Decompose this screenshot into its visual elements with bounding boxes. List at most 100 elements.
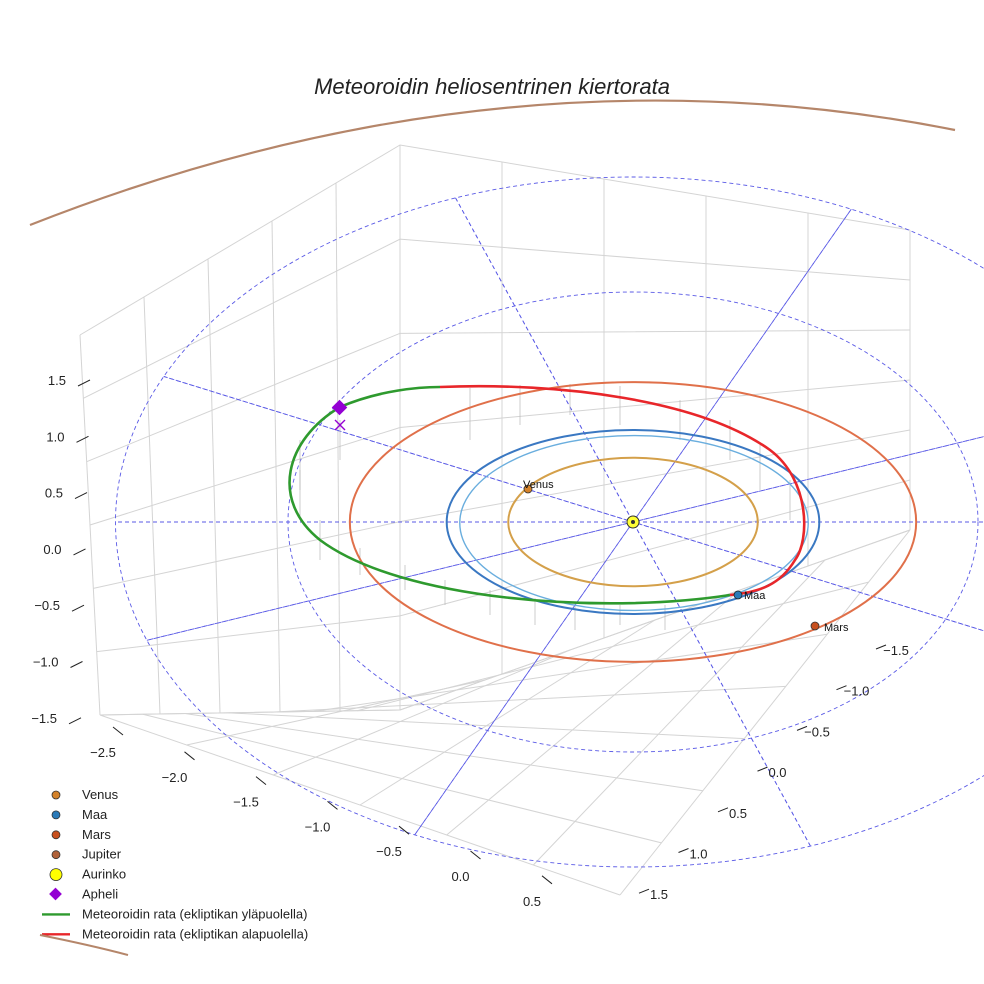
legend: Venus Maa Mars Jupiter Aurinko Apheli Meteoroi…	[39, 787, 308, 956]
grid-line	[99, 709, 401, 716]
grid-line	[79, 144, 911, 336]
legend-label: Meteoroidin rata (ekliptikan yläpuolella…	[82, 906, 307, 921]
x-tick-mark	[255, 776, 267, 785]
legend-label: Jupiter	[82, 847, 122, 862]
x-tick-mark	[327, 801, 338, 810]
legend-label: Mars	[82, 827, 111, 842]
y-tick-mark	[875, 644, 887, 650]
z-tick-mark	[77, 379, 91, 387]
legend-item: Meteoroidin rata (ekliptikan yläpuolella…	[42, 906, 307, 921]
orbit-mars	[348, 381, 918, 663]
mars-marker	[810, 621, 820, 631]
grid-line	[89, 379, 911, 526]
orbit-maa	[445, 429, 821, 615]
z-tick-mark	[76, 435, 89, 443]
axes: 1.5 1.0 0.5 0.0 −0.5 −1.0 −1.5 −2.5 −2.0 −1.5 −1.0…	[31, 373, 909, 909]
y-tick-label: 0.5	[729, 806, 747, 821]
z-tick-label: −1.5	[31, 711, 57, 726]
x-tick-mark	[470, 850, 481, 860]
y-tick-mark	[836, 685, 847, 691]
legend-item: Jupiter	[51, 847, 122, 862]
maa-label: Maa	[744, 590, 766, 602]
x-tick-label: 0.0	[451, 869, 469, 884]
legend-diamond	[49, 887, 62, 901]
y-tick-label: −1.0	[844, 684, 870, 699]
ecliptic-reference	[115, 176, 984, 868]
grid-line	[83, 238, 911, 399]
x-tick-mark	[112, 726, 124, 736]
mars-label: Mars	[824, 622, 849, 634]
legend-item: Venus	[51, 787, 119, 802]
apheli-marker	[331, 399, 348, 416]
y-tick-mark	[717, 807, 729, 813]
legend-label: Maa	[82, 807, 108, 822]
z-tick-label: −0.5	[34, 598, 60, 613]
y-tick-label: −0.5	[804, 724, 830, 739]
legend-label: Meteoroidin rata (ekliptikan alapuolella…	[82, 926, 308, 941]
venus-marker	[523, 484, 533, 494]
legend-label: Venus	[82, 787, 119, 802]
legend-item: Mars	[51, 827, 111, 842]
z-tick-mark	[74, 492, 88, 500]
legend-item: Meteoroidin rata (ekliptikan alapuolella…	[42, 926, 308, 941]
y-tick-mark	[757, 766, 768, 772]
meteoroid-orbit-above	[288, 385, 731, 605]
z-tick-label: 0.0	[43, 542, 61, 557]
meteoroid-orbit-below	[439, 384, 806, 597]
grid-line	[86, 329, 911, 463]
orbit-jupiter-tail	[39, 934, 129, 956]
y-tick-label: 1.5	[650, 887, 668, 902]
z-tick-mark	[70, 661, 83, 668]
z-tick-mark	[73, 548, 86, 556]
z-tick-label: −1.0	[33, 655, 59, 670]
y-tick-mark	[638, 888, 650, 894]
z-tick-label: 1.5	[48, 373, 66, 388]
x-tick-label: −2.0	[162, 770, 188, 785]
x-tick-label: −0.5	[376, 844, 402, 859]
legend-marker	[51, 790, 61, 800]
z-tick-label: 1.0	[46, 429, 64, 444]
y-tick-label: 1.0	[689, 847, 707, 862]
x-tick-label: −1.5	[233, 795, 259, 810]
legend-label: Aurinko	[82, 867, 126, 882]
x-tick-label: 0.5	[523, 894, 541, 909]
legend-marker	[49, 868, 63, 881]
legend-item: Aurinko	[49, 867, 126, 882]
apheli-projection	[334, 419, 346, 431]
grid-line	[619, 529, 911, 896]
orbit-jupiter	[29, 99, 956, 227]
x-tick-label: −1.0	[305, 819, 331, 834]
legend-marker	[51, 850, 61, 860]
grid-line	[359, 619, 656, 806]
grid-line	[96, 479, 911, 653]
grid-lines	[79, 144, 911, 896]
x-tick-label: −2.5	[90, 745, 116, 760]
legend-item: Apheli	[49, 887, 118, 902]
grid-line	[446, 589, 741, 836]
legend-item: Maa	[51, 807, 108, 822]
orbit-venus	[507, 456, 759, 588]
sun-center	[631, 520, 635, 524]
orbit-maa-inner	[459, 434, 809, 612]
y-tick-mark	[678, 848, 689, 853]
y-tick-mark	[796, 725, 808, 731]
ecliptic-circle	[115, 176, 984, 868]
z-tick-mark	[68, 717, 82, 725]
grid-line	[532, 559, 826, 866]
y-tick-label: 0.0	[768, 765, 786, 780]
z-tick-mark	[71, 604, 85, 612]
z-tick-label: 0.5	[45, 486, 63, 501]
maa-marker	[733, 590, 743, 600]
x-tick-mark	[398, 825, 410, 835]
chart-title: Meteoroidin heliosentrinen kiertorata	[314, 74, 670, 99]
y-tick-label: −1.5	[883, 643, 909, 658]
legend-marker	[51, 810, 61, 820]
x-tick-mark	[541, 875, 553, 885]
grid-line	[273, 649, 571, 776]
planet-orbits	[29, 99, 956, 663]
grid-line	[99, 529, 911, 716]
grid-line	[186, 679, 486, 746]
legend-label: Apheli	[82, 887, 118, 902]
meteoroid-orbit	[288, 384, 806, 605]
